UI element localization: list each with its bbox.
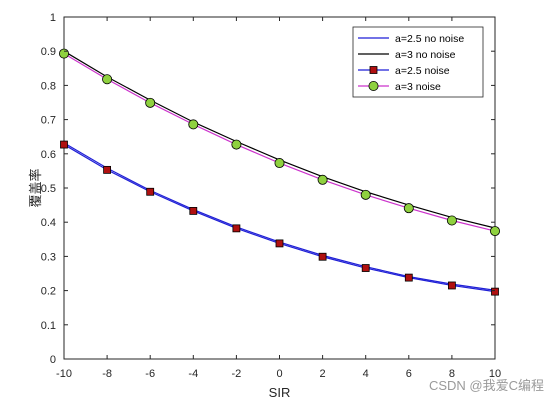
y-tick-label: 0.6 <box>41 149 56 161</box>
data-point <box>491 287 499 296</box>
ticks-layer: -10 -8 -6 -4 -2 0 2 4 6 8 10 0 0.1 0.2 0.3 0.4 0.5 0.6 0.7… <box>41 12 501 380</box>
data-point <box>102 74 113 85</box>
legend-item: a=3 noise <box>358 81 441 93</box>
data-point <box>145 97 156 108</box>
series-3 <box>60 140 499 296</box>
data-point <box>103 165 111 174</box>
legend-marker <box>369 66 378 74</box>
y-tick-label: 0.2 <box>41 286 56 298</box>
y-tick-label: 0.4 <box>41 217 56 229</box>
x-tick-label: -8 <box>102 368 112 380</box>
legend-item: a=2.5 noise <box>358 65 450 77</box>
y-tick-label: 0.1 <box>41 320 56 332</box>
data-point <box>274 158 285 169</box>
data-point <box>404 273 413 282</box>
x-tick-label: 10 <box>489 368 501 380</box>
data-point <box>275 239 284 248</box>
watermark-text: CSDN @我爱C编程 <box>429 378 544 393</box>
y-tick-label: 0.5 <box>41 183 56 195</box>
y-tick-label: 0.3 <box>41 251 56 263</box>
x-tick-label: 2 <box>320 368 326 380</box>
data-point <box>318 252 327 261</box>
y-tick-label: 0.9 <box>41 46 56 58</box>
y-tick-label: 0.7 <box>41 115 56 127</box>
x-tick-label: -10 <box>56 368 72 380</box>
data-point <box>231 139 242 150</box>
legend: a=2.5 no noise a=3 no noise a=2.5 noise a=3… <box>352 26 484 98</box>
legend-label: a=3 no noise <box>395 49 456 61</box>
legend-item: a=3 no noise <box>358 49 456 61</box>
data-point <box>361 264 370 272</box>
data-point <box>146 187 155 196</box>
data-point <box>59 48 70 59</box>
series-layer <box>59 48 500 296</box>
legend-label: a=3 noise <box>395 81 441 93</box>
y-axis-label: 覆盖率 <box>28 168 43 207</box>
data-point <box>188 119 199 130</box>
data-point <box>232 224 241 233</box>
x-tick-label: 4 <box>363 368 369 380</box>
x-tick-label: 8 <box>449 368 455 380</box>
legend-item: a=2.5 no noise <box>358 33 464 45</box>
y-tick-label: 1 <box>50 12 56 24</box>
data-point <box>60 140 68 149</box>
data-point <box>489 226 500 237</box>
data-point <box>446 215 457 226</box>
x-tick-label: 0 <box>276 368 282 380</box>
legend-label: a=2.5 noise <box>395 65 450 77</box>
x-tick-label: -4 <box>188 368 198 380</box>
x-tick-label: -2 <box>232 368 242 380</box>
legend-marker <box>368 81 379 92</box>
x-tick-label: -6 <box>145 368 155 380</box>
data-point <box>189 207 198 215</box>
data-point <box>360 189 371 200</box>
data-point <box>403 203 414 214</box>
y-tick-label: 0.8 <box>41 80 56 92</box>
data-point <box>447 281 456 290</box>
y-tick-label: 0 <box>50 354 56 366</box>
x-tick-label: 6 <box>406 368 412 380</box>
x-axis-label: SIR <box>269 385 291 400</box>
data-point <box>317 174 328 185</box>
legend-label: a=2.5 no noise <box>395 33 464 45</box>
